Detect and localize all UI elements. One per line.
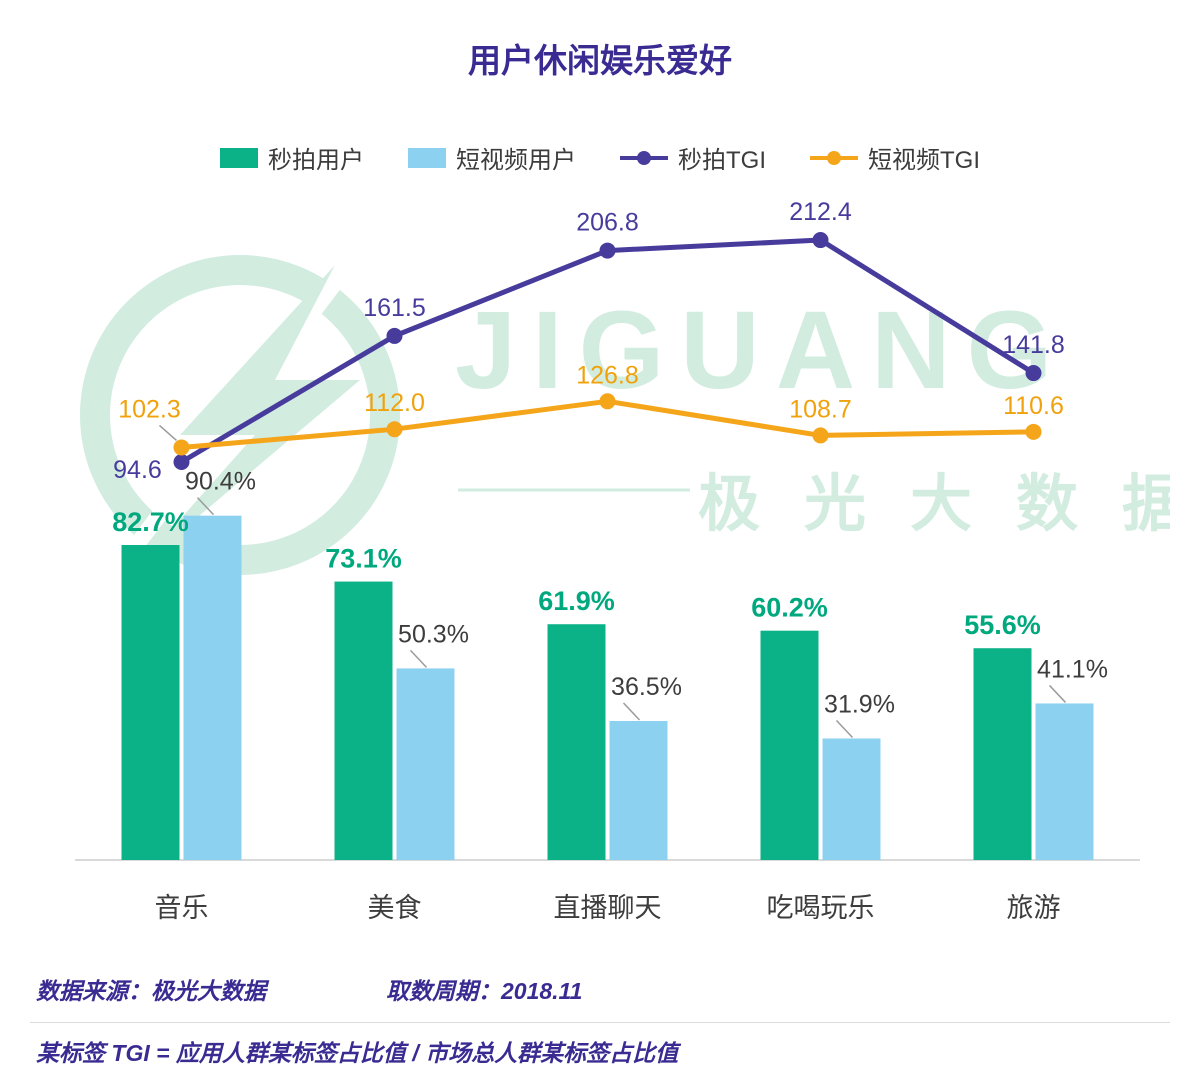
bar-value-label: 61.9% [538, 586, 615, 616]
label-leader-line [835, 719, 854, 739]
line-point [812, 232, 829, 249]
legend-label: 秒拍TGI [678, 147, 766, 174]
data-period: 取数周期：2018.11 [386, 978, 583, 1004]
bar-短视频用户-旅游 [1035, 703, 1094, 860]
bar-value-label: 82.7% [112, 507, 189, 537]
category-label: 美食 [368, 893, 422, 923]
line-point [173, 439, 190, 456]
category-label: 旅游 [1007, 893, 1061, 923]
label-leader-line [409, 649, 428, 668]
watermark-brand: JIGUANG [455, 289, 1068, 412]
bar-秒拍用户-直播聊天 [547, 624, 606, 860]
footer-divider [30, 1022, 1170, 1023]
legend-item-2: 秒拍TGI [620, 140, 766, 175]
bar-value-label: 31.9% [824, 690, 895, 718]
bar-value-label: 55.6% [964, 610, 1041, 640]
line-value-label: 141.8 [1002, 331, 1065, 359]
legend-item-0: 秒拍用户 [220, 140, 364, 175]
tgi-note: 某标签 TGI = 应用人群某标签占比值 / 市场总人群某标签占比值 [36, 1040, 679, 1066]
legend-line-marker [620, 150, 668, 165]
bar-短视频用户-直播聊天 [609, 720, 668, 860]
legend-line-marker [810, 150, 858, 165]
watermark-brand-cn: 极光大数据 [698, 470, 1170, 539]
bar-value-label: 50.3% [398, 620, 469, 648]
line-value-label: 206.8 [576, 209, 639, 237]
bar-value-label: 41.1% [1037, 655, 1108, 683]
line-point [173, 453, 190, 470]
legend: 秒拍用户 短视频用户 秒拍TGI 短视频TGI [0, 140, 1200, 175]
footer: 数据来源：极光大数据 取数周期：2018.11 [36, 972, 582, 1006]
chart-title: 用户休闲娱乐爱好 [468, 42, 732, 79]
line-value-label: 112.0 [364, 389, 425, 417]
bar-短视频用户-吃喝玩乐 [822, 738, 881, 860]
line-value-label: 126.8 [576, 361, 639, 389]
label-leader-line [1048, 684, 1067, 703]
bar-短视频用户-音乐 [183, 515, 242, 860]
legend-bar-swatch [220, 147, 258, 168]
legend-item-1: 短视频用户 [408, 140, 576, 175]
line-value-label: 108.7 [789, 395, 852, 423]
bar-value-label: 36.5% [611, 673, 682, 701]
bar-秒拍用户-吃喝玩乐 [760, 630, 819, 860]
bar-value-label: 73.1% [325, 544, 402, 574]
line-point [386, 327, 403, 344]
chart-canvas: 82.7% 73.1% 61.9% 60.2% 55.6% 90.4% 50.3% 36.5%… [75, 198, 1140, 923]
legend-item-3: 短视频TGI [810, 140, 980, 175]
line-point [599, 242, 616, 259]
legend-label: 短视频TGI [868, 147, 980, 174]
line-point [386, 421, 403, 438]
line-秒拍TGI [180, 237, 1035, 465]
category-label: 直播聊天 [554, 893, 662, 923]
bar-value-label: 90.4% [185, 468, 256, 496]
line-value-label: 102.3 [118, 395, 181, 423]
line-value-label: 212.4 [789, 198, 852, 226]
legend-label: 秒拍用户 [268, 147, 364, 174]
line-point [1025, 423, 1042, 440]
data-source: 数据来源：极光大数据 [36, 978, 266, 1004]
bar-value-label: 60.2% [751, 593, 828, 623]
line-point [812, 427, 829, 444]
label-leader-line [159, 424, 177, 442]
bar-秒拍用户-音乐 [121, 544, 180, 860]
label-leader-line [196, 497, 215, 516]
line-point [1025, 365, 1042, 382]
line-value-label: 110.6 [1003, 392, 1064, 420]
legend-label: 短视频用户 [456, 147, 576, 174]
line-point [599, 393, 616, 410]
bar-秒拍用户-旅游 [973, 648, 1032, 860]
line-value-label: 161.5 [363, 294, 426, 322]
category-label: 吃喝玩乐 [767, 893, 875, 923]
label-leader-line [622, 702, 641, 721]
legend-bar-swatch [408, 147, 446, 168]
category-label: 音乐 [155, 893, 209, 923]
bar-短视频用户-美食 [396, 668, 455, 860]
line-value-label: 94.6 [113, 456, 162, 484]
bar-秒拍用户-美食 [334, 581, 393, 860]
